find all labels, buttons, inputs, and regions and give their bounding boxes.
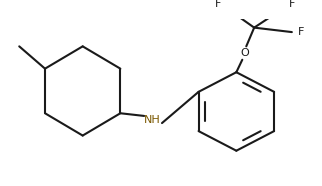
Text: O: O xyxy=(240,48,249,58)
Text: NH: NH xyxy=(144,115,160,125)
Text: F: F xyxy=(215,0,222,9)
Text: F: F xyxy=(289,0,295,9)
Text: F: F xyxy=(298,27,304,37)
